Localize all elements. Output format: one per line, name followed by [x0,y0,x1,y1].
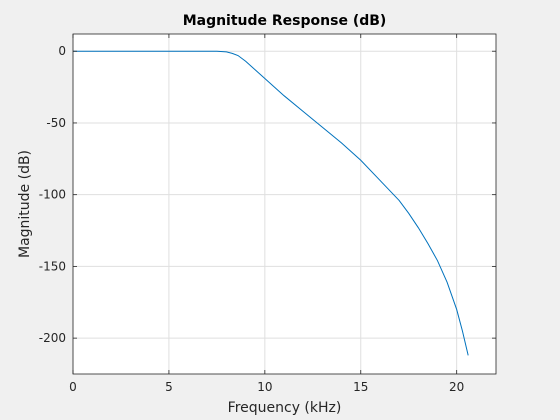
y-tick-label: 0 [58,44,66,58]
x-tick-label: 0 [69,380,77,394]
x-tick-label: 20 [449,380,464,394]
y-ticks: 0 -50 -100 -150 -200 [39,44,496,345]
series-layer [73,50,469,356]
y-tick-label: -50 [46,116,66,130]
x-axis-label: Frequency (kHz) [228,400,342,416]
x-tick-label: 15 [353,380,368,394]
y-tick-label: -100 [39,188,66,202]
magnitude-response-line [73,50,469,356]
x-tick-label: 10 [257,380,272,394]
x-tick-label: 5 [165,380,173,394]
axes-background [73,34,496,374]
axes-box [72,33,497,375]
x-ticks: 0 5 10 15 20 [69,34,464,394]
y-tick-label: -200 [39,331,66,345]
chart-title: Magnitude Response (dB) [183,13,387,29]
y-axis-label: Magnitude (dB) [17,150,33,258]
y-tick-label: -150 [39,259,66,273]
